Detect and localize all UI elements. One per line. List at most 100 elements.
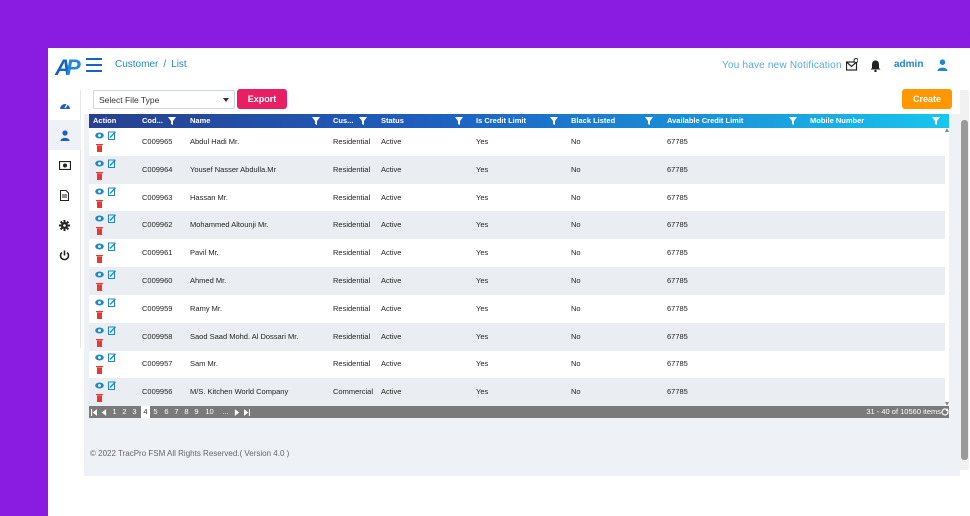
page-link[interactable]: 7 [174, 407, 179, 416]
delete-icon[interactable] [96, 393, 103, 403]
view-icon[interactable] [95, 271, 104, 278]
table-row[interactable]: C009965 Abdul Hadi Mr. Residential Active Ye… [89, 128, 949, 156]
first-page-icon[interactable] [91, 408, 97, 416]
col-name-header[interactable]: Name [190, 116, 211, 125]
filter-icon[interactable] [550, 117, 558, 125]
table-row[interactable]: C009960 Ahmed Mr. Residential Active Yes No 67… [89, 267, 949, 295]
col-available-credit-header[interactable]: Available Credit Limit [667, 116, 744, 125]
edit-icon[interactable] [108, 242, 116, 252]
delete-icon[interactable] [96, 226, 103, 236]
view-icon[interactable] [95, 188, 104, 195]
col-customer-type-header[interactable]: Cus... [333, 116, 354, 125]
table-row[interactable]: C009959 Ramy Mr. Residential Active Yes No 677… [89, 295, 949, 323]
refresh-icon[interactable] [941, 408, 949, 416]
filter-icon[interactable] [312, 117, 320, 125]
next-page-icon[interactable] [234, 408, 240, 416]
table-row[interactable]: C009956 M/S. Kitchen World Company Commerc… [89, 378, 949, 407]
app-window: A P Customer / List You have new Notificat… [48, 48, 970, 516]
last-page-icon[interactable] [244, 408, 250, 416]
edit-icon[interactable] [108, 325, 116, 335]
page-link[interactable]: 9 [194, 407, 199, 416]
filter-icon[interactable] [932, 117, 940, 125]
table-row[interactable]: C009962 Mohammed Altounji Mr. Residential A… [89, 211, 949, 240]
edit-icon[interactable] [108, 186, 116, 196]
delete-icon[interactable] [96, 338, 103, 347]
page-link[interactable]: 2 [122, 407, 127, 416]
bell-icon[interactable] [870, 60, 881, 72]
app-logo[interactable]: A P [55, 53, 81, 79]
col-black-listed-header[interactable]: Black Listed [571, 116, 616, 125]
page-link[interactable]: 4 [141, 406, 150, 418]
chevron-down-icon[interactable] [945, 402, 949, 406]
filter-icon[interactable] [168, 117, 176, 125]
edit-icon[interactable] [108, 159, 116, 168]
view-icon[interactable] [95, 382, 104, 389]
col-code-header[interactable]: Cod... [142, 116, 163, 125]
filter-icon[interactable] [359, 117, 367, 125]
file-type-select[interactable]: Select File Type [93, 90, 235, 109]
view-icon[interactable] [95, 215, 104, 222]
user-icon[interactable] [937, 59, 948, 71]
edit-icon[interactable] [108, 381, 116, 391]
view-icon[interactable] [95, 327, 104, 334]
table-row[interactable]: C009957 Sam Mr. Residential Active Yes No 6778… [89, 350, 949, 378]
export-button[interactable]: Export [237, 89, 287, 109]
notification-text[interactable]: You have new Notification [722, 60, 842, 71]
sidebar-item-billing[interactable] [48, 150, 81, 180]
create-button[interactable]: Create [902, 89, 952, 109]
sidebar-item-logout[interactable] [48, 240, 81, 270]
sidebar-item-settings[interactable] [48, 210, 81, 240]
page-link[interactable]: 10 [205, 407, 214, 416]
sidebar-item-customers[interactable] [48, 120, 81, 150]
filter-icon[interactable] [789, 117, 797, 125]
delete-icon[interactable] [96, 254, 103, 264]
edit-icon[interactable] [108, 131, 116, 140]
breadcrumb-customer[interactable]: Customer [115, 59, 159, 70]
cell-available-credit: 67785 [667, 192, 688, 202]
cell-code: C009965 [142, 137, 173, 146]
filter-icon[interactable] [455, 117, 463, 125]
chevron-up-icon[interactable] [945, 128, 949, 132]
col-credit-limit-header[interactable]: Is Credit Limit [476, 116, 527, 125]
page-link[interactable]: ... [222, 407, 229, 416]
table-row[interactable]: C009963 Hassan Mr. Residential Active Yes No 6… [89, 184, 949, 212]
page-link[interactable]: 8 [184, 407, 189, 416]
edit-icon[interactable] [108, 298, 116, 307]
page-link[interactable]: 1 [112, 407, 117, 416]
delete-icon[interactable] [96, 365, 103, 375]
table-row[interactable]: C009964 Yousef Nasser Abdulla.Mr Residenti… [89, 155, 949, 184]
edit-icon[interactable] [108, 214, 116, 224]
page-link[interactable]: 5 [153, 407, 158, 416]
filter-icon[interactable] [645, 117, 653, 125]
delete-icon[interactable] [96, 171, 103, 180]
grid-scrollbar[interactable] [945, 128, 949, 406]
page-link[interactable]: 3 [132, 407, 137, 416]
view-icon[interactable] [95, 243, 104, 250]
sidebar-item-dashboard[interactable] [48, 90, 81, 120]
delete-icon[interactable] [96, 199, 103, 208]
sidebar-item-documents[interactable] [48, 180, 81, 210]
edit-icon[interactable] [108, 353, 116, 363]
col-action-header[interactable]: Action [93, 116, 117, 125]
view-icon[interactable] [95, 160, 104, 167]
hamburger-icon[interactable] [86, 58, 102, 72]
delete-icon[interactable] [96, 143, 103, 152]
edit-icon[interactable] [108, 270, 116, 279]
page-scrollbar[interactable] [960, 90, 969, 470]
prev-page-icon[interactable] [101, 408, 107, 416]
cell-customer-type: Commercial [333, 387, 374, 397]
delete-icon[interactable] [96, 282, 103, 291]
col-mobile-header[interactable]: Mobile Number [810, 116, 865, 125]
delete-icon[interactable] [96, 310, 103, 319]
cell-status: Active [381, 248, 402, 258]
mail-icon[interactable] [846, 58, 858, 72]
user-name[interactable]: admin [894, 59, 924, 70]
col-status-header[interactable]: Status [381, 116, 404, 125]
view-icon[interactable] [95, 354, 104, 361]
table-row[interactable]: C009961 Pavil Mr. Residential Active Yes No 67… [89, 239, 949, 267]
page-link[interactable]: 6 [164, 407, 169, 416]
view-icon[interactable] [95, 299, 104, 306]
table-row[interactable]: C009958 Saod Saad Mohd. Al Dossari Mr. Res… [89, 322, 949, 351]
page-scrollbar-thumb[interactable] [961, 120, 968, 460]
view-icon[interactable] [95, 132, 104, 139]
